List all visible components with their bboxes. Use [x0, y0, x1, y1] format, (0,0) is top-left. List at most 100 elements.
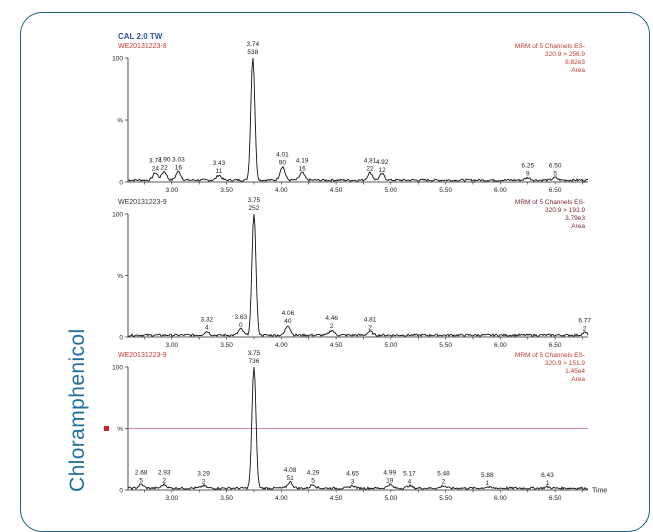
peak-rt-label: 4.19: [296, 158, 309, 165]
sample-id: WE20131223-9: [118, 352, 167, 359]
x-tick-label: 6.00: [494, 342, 507, 349]
chromatogram-panels: WE20131223-8 MRM of 5 Channels ES-320.9 >…: [104, 41, 607, 502]
sample-id: WE20131223-9: [118, 199, 167, 206]
peak-label: 6.431: [541, 472, 554, 487]
peak-area-label: 40: [284, 318, 292, 325]
peak-area-label: 5: [553, 171, 557, 178]
y-tick-label: 0: [119, 488, 123, 495]
peak-area-label: 2: [368, 324, 372, 331]
peak-rt-label: 3.29: [197, 471, 210, 478]
peak-rt-label: 4.08: [284, 467, 297, 474]
peak-rt-label: 2.90: [158, 156, 171, 163]
y-tick-label: %: [117, 273, 123, 280]
x-tick-label: 5.50: [439, 495, 452, 502]
chart-title: CAL 2.0 TW: [118, 32, 163, 41]
peak-rt-label: 6.77: [578, 318, 591, 325]
x-tick-label: 5.50: [439, 187, 452, 194]
peak-area-label: 0: [239, 322, 243, 329]
peak-label: 3.324: [201, 316, 214, 331]
peak-area-label: 1: [485, 480, 489, 487]
peak-rt-label: 3.74: [149, 158, 162, 165]
peak-area-label: 4: [408, 479, 412, 486]
peak-rt-label: 2.93: [158, 469, 171, 476]
peak-label: 6.505: [549, 163, 562, 178]
peak-label: 5.174: [403, 471, 416, 486]
peak-area-label: 19: [386, 477, 394, 484]
y-tick-label: 0: [119, 335, 123, 342]
x-tick-label: 5.00: [385, 342, 398, 349]
chromatogram-trace: [127, 57, 589, 183]
x-tick-label: 6.00: [494, 495, 507, 502]
peak-area-label: 24: [152, 166, 160, 173]
peak-area-label: 90: [279, 159, 287, 166]
peak-rt-label: 4.81: [364, 158, 377, 165]
peak-rt-label: 3.75: [248, 350, 261, 357]
channel-info-line: Area: [571, 67, 585, 74]
peak-rt-label: 3.74: [247, 41, 260, 48]
channel-info-line: Area: [571, 376, 585, 383]
peak-label: 5.482: [437, 471, 450, 486]
peak-rt-label: 4.29: [307, 469, 320, 476]
peak-rt-label: 4.92: [376, 159, 389, 166]
channel-info-line: 1.45e4: [565, 368, 585, 375]
x-tick-label: 3.00: [165, 187, 178, 194]
x-tick-label: 5.50: [439, 342, 452, 349]
x-tick-label: 5.00: [385, 495, 398, 502]
peak-area-label: 3: [351, 479, 355, 486]
chromatogram-trace: [127, 366, 589, 491]
channel-info-line: Area: [571, 223, 585, 230]
peak-label: 2.932: [158, 469, 171, 484]
peak-label: 3.630: [234, 314, 247, 329]
peak-area-label: 736: [249, 358, 260, 365]
peak-rt-label: 4.99: [383, 469, 396, 476]
x-tick-label: 3.50: [220, 187, 233, 194]
peak-rt-label: 3.75: [248, 197, 261, 204]
x-tick-label: 3.50: [220, 342, 233, 349]
peak-label: 2.685: [135, 469, 148, 484]
peak-label: 4.462: [325, 315, 338, 330]
y-tick-label: 100: [112, 365, 123, 372]
x-tick-label: 4.00: [275, 495, 288, 502]
peak-rt-label: 6.50: [549, 163, 562, 170]
peak-area-label: 51: [286, 475, 294, 482]
x-tick-label: 4.00: [275, 187, 288, 194]
peak-label: 4.812: [364, 316, 377, 331]
peak-label: 3.292: [197, 471, 210, 486]
channel-info-line: MRM of 5 Channels ES-: [515, 352, 585, 359]
peak-area-label: 22: [366, 166, 374, 173]
peak-area-label: 12: [378, 167, 386, 174]
channel-info-line: 320.9 > 193.9: [545, 207, 585, 214]
peak-area-label: 2: [202, 479, 206, 486]
x-tick-label: 4.50: [330, 342, 343, 349]
chromatogram-panel: WE20131223-9 MRM of 5 Channels ES-320.9 >…: [112, 197, 591, 349]
peak-rt-label: 5.88: [481, 472, 494, 479]
peak-rt-label: 6.43: [541, 472, 554, 479]
x-tick-label: 6.50: [549, 187, 562, 194]
x-tick-label: 4.00: [275, 342, 288, 349]
chromatogram-panel: WE20131223-9 MRM of 5 Channels ES-320.9 >…: [104, 350, 607, 502]
peak-area-label: 1: [546, 480, 550, 487]
channel-info-line: 8.82e3: [565, 59, 585, 66]
peak-rt-label: 6.25: [521, 163, 534, 170]
channel-info-line: MRM of 5 Channels ES-: [515, 199, 585, 206]
peak-area-label: 2: [583, 326, 587, 333]
peak-rt-label: 2.68: [135, 469, 148, 476]
peak-label: 6.772: [578, 318, 591, 333]
sample-id: WE20131223-8: [118, 43, 167, 50]
peak-rt-label: 3.43: [213, 160, 226, 167]
peak-rt-label: 3.63: [234, 314, 247, 321]
x-tick-label: 3.50: [220, 495, 233, 502]
y-tick-label: 0: [119, 180, 123, 187]
channel-info-line: 3.79e3: [565, 215, 585, 222]
peak-area-label: 5: [311, 477, 315, 484]
